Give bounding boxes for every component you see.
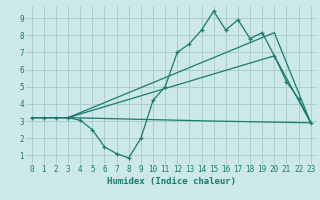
X-axis label: Humidex (Indice chaleur): Humidex (Indice chaleur) xyxy=(107,177,236,186)
